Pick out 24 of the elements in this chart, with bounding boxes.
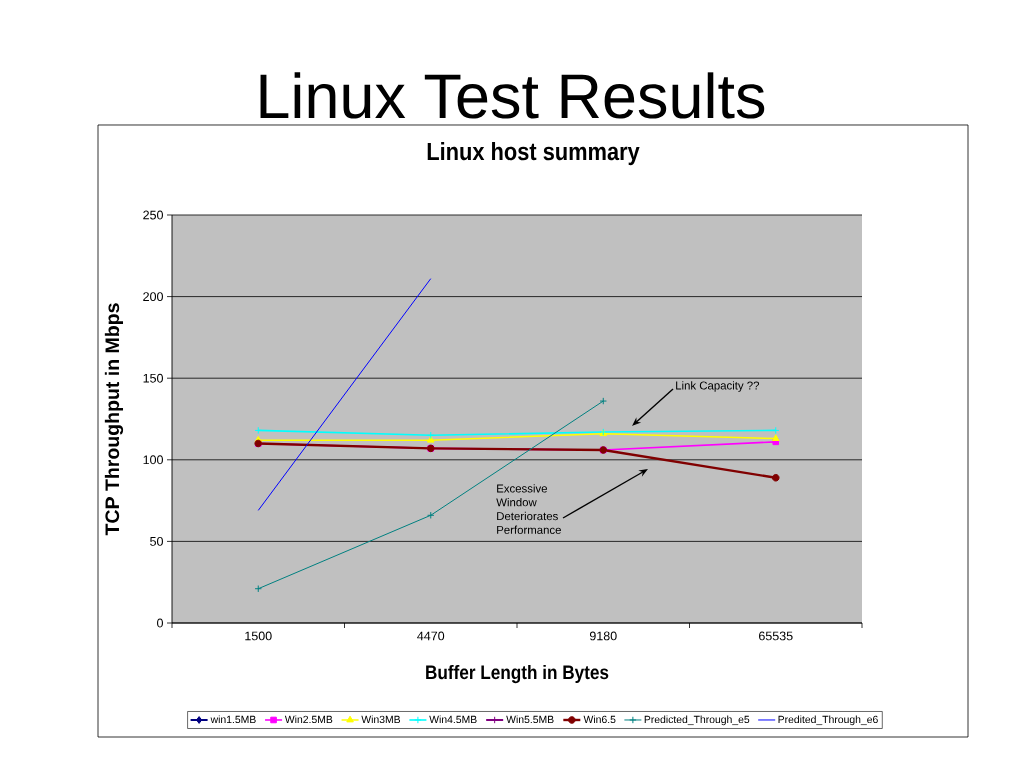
annotation: Link Capacity ?? — [676, 381, 760, 392]
legend-label: win1.5MB — [210, 715, 256, 724]
x-tick-label: 1500 — [245, 631, 272, 641]
annotation: Excessive Window Deteriorates Performance — [496, 484, 561, 534]
x-tick-label: 4470 — [417, 631, 445, 641]
y-tick-label: 0 — [157, 618, 163, 628]
legend-label: Win6.5 — [583, 715, 616, 724]
legend-label: Win5.5MB — [506, 715, 554, 724]
x-tick-label: 65535 — [759, 631, 793, 641]
y-tick-label: 50 — [150, 536, 163, 546]
legend-label: Predited_Through_e6 — [778, 715, 878, 726]
chart-title: Linux Test Results — [260, 72, 765, 119]
y-tick-label: 200 — [143, 292, 163, 302]
legend-label: Win4.5MB — [429, 715, 477, 724]
chart-subtitle: Linux host summary — [427, 142, 640, 166]
legend-label: Predicted_Through_e5 — [644, 715, 750, 726]
y-tick-label: 100 — [143, 455, 163, 465]
y-tick-label: 250 — [143, 210, 163, 220]
legend-label: Win2.5MB — [284, 715, 333, 724]
legend-label: Win3MB — [361, 715, 401, 724]
y-tick-label: 150 — [143, 373, 163, 383]
x-axis-title: Buffer Length in Bytes — [426, 664, 609, 684]
x-tick-label: 9180 — [589, 631, 617, 641]
y-axis-title: TCP Throughput in Mbps — [104, 303, 124, 536]
